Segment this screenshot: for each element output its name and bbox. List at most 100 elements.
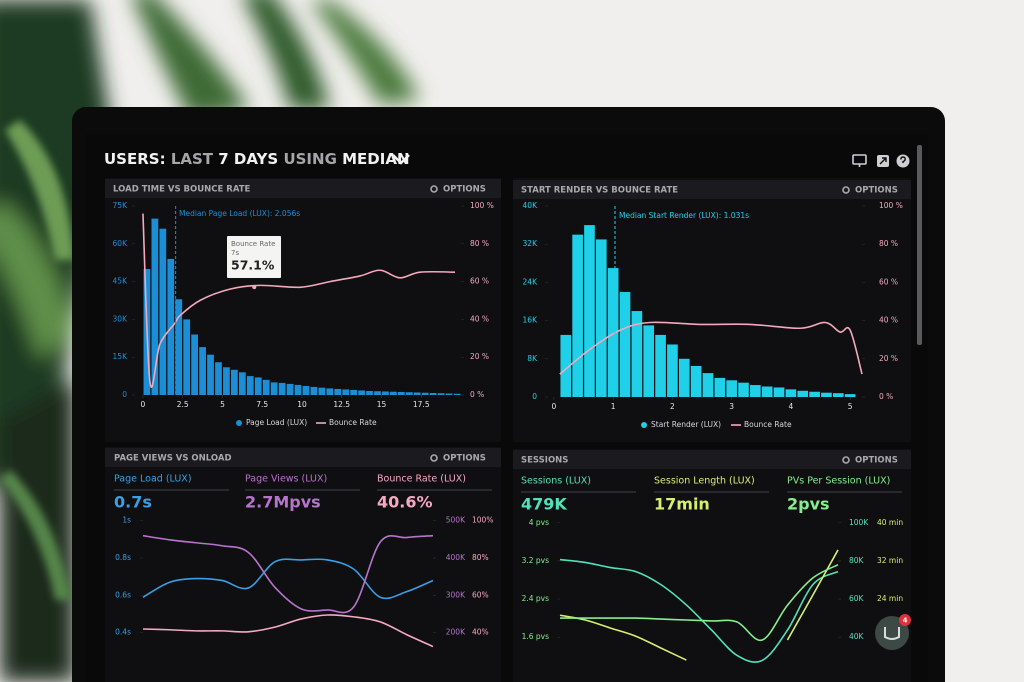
stat-value: 0.7s — [114, 493, 152, 512]
bar — [159, 228, 167, 395]
legend-label: Bounce Rate — [744, 420, 792, 429]
bar — [405, 392, 413, 395]
options-button[interactable]: OPTIONS — [443, 185, 486, 195]
y2-tick-label: 60 % — [879, 277, 898, 286]
bar — [350, 389, 358, 395]
leaves — [0, 120, 75, 600]
chat-widget[interactable]: 4 — [875, 614, 911, 650]
x-tick-label: 15 — [377, 400, 387, 409]
badge-count: 4 — [903, 617, 908, 625]
stat-label: PVs Per Session (LUX) — [787, 476, 890, 487]
x-tick-label: 5 — [220, 400, 225, 409]
bar — [215, 362, 222, 395]
bar — [726, 380, 737, 397]
bar — [294, 384, 302, 395]
bar — [445, 393, 453, 395]
panel-header — [513, 450, 911, 469]
line-series — [559, 549, 839, 661]
y-tick-label: 40K — [523, 201, 539, 210]
bar — [429, 392, 437, 395]
bar — [262, 379, 270, 395]
legend-swatch — [236, 420, 242, 426]
title-part: USERS: — [104, 150, 166, 168]
stat-value: 40.6% — [377, 493, 433, 512]
y2-tick-label: 40 % — [879, 316, 898, 325]
options-button[interactable]: OPTIONS — [855, 456, 898, 466]
y-tick-label: 8K — [527, 354, 538, 363]
bar — [302, 385, 310, 395]
options-button[interactable]: OPTIONS — [855, 186, 898, 196]
x-tick-label: 4 — [789, 402, 794, 411]
x-tick-label: 5 — [848, 402, 853, 411]
bar — [832, 393, 844, 397]
line-series — [142, 558, 434, 600]
bar — [619, 291, 631, 397]
chat-icon — [884, 627, 900, 640]
y-tick-label: 0 — [122, 390, 127, 399]
bar — [254, 377, 262, 395]
x-tick-label: 2 — [670, 402, 675, 411]
x-tick-label: 12.5 — [333, 400, 350, 409]
tooltip-x: 7s — [231, 249, 239, 257]
bar — [738, 382, 749, 397]
bar — [231, 369, 238, 395]
y-tick-label: 0.4s — [115, 628, 131, 637]
y-tick-label: 2.4 pvs — [522, 594, 550, 603]
stat-value: 2pvs — [787, 495, 830, 514]
bar — [437, 393, 445, 395]
x-tick-label: 1 — [611, 402, 616, 411]
panel-title: START RENDER VS BOUNCE RATE — [521, 186, 678, 196]
median-label: Median Page Load (LUX): 2.056s — [179, 209, 300, 218]
bar — [595, 239, 607, 397]
y3-tick-label: 100% — [472, 516, 493, 525]
panel-title: PAGE VIEWS VS ONLOAD — [114, 454, 232, 464]
dropdown-chevron[interactable] — [392, 154, 410, 165]
bar — [191, 334, 199, 395]
title-part: USING — [283, 150, 336, 168]
panel — [513, 449, 911, 682]
y3-tick-label: 60% — [472, 590, 489, 599]
y2-tick-label: 40K — [849, 632, 865, 641]
y2-tick-label: 100 % — [470, 201, 494, 210]
stat-value: 17min — [654, 495, 710, 514]
bar — [797, 390, 809, 397]
title-part[interactable]: MEDIAN — [342, 150, 409, 168]
options-button[interactable]: OPTIONS — [443, 454, 486, 464]
x-tick-label: 10 — [297, 400, 307, 409]
tooltip-point — [252, 285, 257, 290]
scrollbar[interactable] — [917, 145, 922, 345]
panel-header — [105, 179, 501, 198]
tooltip — [227, 236, 281, 278]
stat-label: Session Length (LUX) — [654, 476, 755, 487]
bar — [238, 372, 246, 395]
y2-tick-label: 20 % — [879, 354, 898, 363]
y-tick-label: 45K — [113, 277, 129, 286]
y2-tick-label: 40 % — [470, 314, 489, 323]
stat-label: Page Load (LUX) — [114, 474, 192, 485]
gear-icon — [430, 454, 438, 462]
bar — [655, 334, 666, 397]
chat-bubble[interactable] — [875, 616, 909, 650]
line-series — [142, 534, 434, 614]
y2-tick-label: 0 % — [470, 390, 484, 399]
bar — [809, 391, 820, 397]
bar — [278, 382, 286, 395]
line-series — [559, 558, 839, 663]
bar — [397, 391, 405, 395]
gear-icon — [842, 186, 850, 194]
y-tick-label: 32K — [523, 239, 539, 248]
y2-tick-label: 60K — [849, 594, 865, 603]
x-tick-label: 0 — [141, 400, 146, 409]
stat-label: Sessions (LUX) — [521, 476, 591, 487]
bar — [207, 354, 214, 395]
line-series — [142, 213, 455, 388]
title-part: 7 DAYS — [218, 150, 278, 168]
y-tick-label: 0.6s — [115, 590, 131, 599]
bar — [560, 334, 572, 397]
bar — [785, 389, 797, 397]
bar — [326, 388, 334, 395]
median-label: Median Start Render (LUX): 1.031s — [619, 211, 749, 220]
line-series — [142, 614, 434, 648]
legend-label: Start Render (LUX) — [651, 420, 721, 429]
bar — [334, 388, 342, 395]
